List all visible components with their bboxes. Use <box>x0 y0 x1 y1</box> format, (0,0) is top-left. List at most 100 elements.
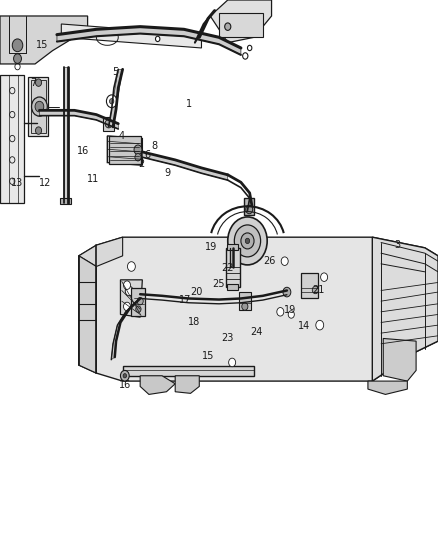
Text: 23: 23 <box>222 334 234 343</box>
Bar <box>227 244 238 250</box>
Circle shape <box>106 95 117 108</box>
Circle shape <box>234 225 261 257</box>
Circle shape <box>110 99 114 104</box>
Circle shape <box>124 302 131 311</box>
Text: 16: 16 <box>77 146 89 156</box>
Circle shape <box>243 53 248 59</box>
Polygon shape <box>107 136 142 165</box>
Text: 12: 12 <box>39 178 51 188</box>
Text: 4: 4 <box>118 131 124 141</box>
Text: 7: 7 <box>30 78 36 87</box>
Circle shape <box>247 45 252 51</box>
Circle shape <box>135 154 141 161</box>
Text: 15: 15 <box>201 351 214 361</box>
Text: 13: 13 <box>11 178 23 188</box>
Text: 22: 22 <box>221 263 234 273</box>
Polygon shape <box>109 69 123 127</box>
Polygon shape <box>111 298 140 360</box>
Bar <box>244 198 254 215</box>
Circle shape <box>127 262 135 271</box>
Bar <box>31 80 46 133</box>
Circle shape <box>288 311 294 318</box>
Polygon shape <box>142 152 228 180</box>
Circle shape <box>155 36 160 42</box>
Text: 8: 8 <box>151 141 157 151</box>
Circle shape <box>14 54 21 63</box>
Polygon shape <box>39 110 118 129</box>
Circle shape <box>246 205 253 214</box>
Circle shape <box>312 286 318 294</box>
Text: 19: 19 <box>284 305 296 315</box>
Text: 15: 15 <box>36 41 48 50</box>
Polygon shape <box>175 376 199 393</box>
Text: 21: 21 <box>312 286 324 295</box>
Polygon shape <box>0 75 24 203</box>
Circle shape <box>35 127 42 134</box>
Bar <box>226 248 240 287</box>
Circle shape <box>120 370 129 381</box>
Circle shape <box>241 233 254 249</box>
Polygon shape <box>368 381 407 394</box>
Bar <box>28 77 48 136</box>
Text: 18: 18 <box>188 317 201 327</box>
Circle shape <box>136 306 141 312</box>
Bar <box>123 366 254 376</box>
Polygon shape <box>61 24 201 48</box>
Polygon shape <box>120 280 142 317</box>
Bar <box>131 288 145 316</box>
Circle shape <box>229 358 236 367</box>
Text: 5: 5 <box>112 67 118 77</box>
Text: 9: 9 <box>164 168 170 178</box>
Text: 19: 19 <box>205 242 217 252</box>
Circle shape <box>283 287 291 297</box>
Circle shape <box>125 286 133 296</box>
Bar <box>109 136 141 164</box>
Text: 16: 16 <box>119 380 131 390</box>
Circle shape <box>277 308 284 316</box>
Circle shape <box>316 320 324 330</box>
Bar <box>239 292 251 310</box>
Circle shape <box>225 23 231 30</box>
Circle shape <box>105 119 112 128</box>
Text: 14: 14 <box>298 321 310 331</box>
Polygon shape <box>195 11 215 43</box>
Text: 25: 25 <box>212 279 225 288</box>
Circle shape <box>32 97 47 116</box>
Text: 24: 24 <box>251 327 263 336</box>
Circle shape <box>35 101 44 112</box>
Circle shape <box>137 297 143 305</box>
Text: 17: 17 <box>179 295 191 305</box>
Text: 11: 11 <box>87 174 99 183</box>
Circle shape <box>123 374 127 378</box>
Polygon shape <box>79 237 123 266</box>
Circle shape <box>134 145 142 155</box>
Polygon shape <box>0 16 88 64</box>
Circle shape <box>321 273 328 281</box>
Bar <box>103 117 114 131</box>
Polygon shape <box>79 237 438 381</box>
Text: 1: 1 <box>186 99 192 109</box>
Circle shape <box>242 303 248 310</box>
Text: 20: 20 <box>191 287 203 297</box>
Polygon shape <box>383 338 416 381</box>
Circle shape <box>124 27 130 33</box>
Polygon shape <box>57 27 241 55</box>
Circle shape <box>245 238 250 244</box>
Circle shape <box>12 39 23 52</box>
Text: 2: 2 <box>138 159 144 168</box>
Bar <box>219 13 263 37</box>
Circle shape <box>124 281 131 289</box>
Bar <box>60 198 71 204</box>
Bar <box>301 273 318 298</box>
Circle shape <box>281 257 288 265</box>
Polygon shape <box>140 376 175 394</box>
Circle shape <box>228 217 267 265</box>
Polygon shape <box>79 256 96 373</box>
Circle shape <box>35 79 42 86</box>
Bar <box>227 284 238 290</box>
Text: 6: 6 <box>145 150 151 159</box>
Text: 26: 26 <box>263 256 275 266</box>
Text: 3: 3 <box>394 240 400 250</box>
Polygon shape <box>372 237 438 381</box>
Polygon shape <box>210 0 272 43</box>
